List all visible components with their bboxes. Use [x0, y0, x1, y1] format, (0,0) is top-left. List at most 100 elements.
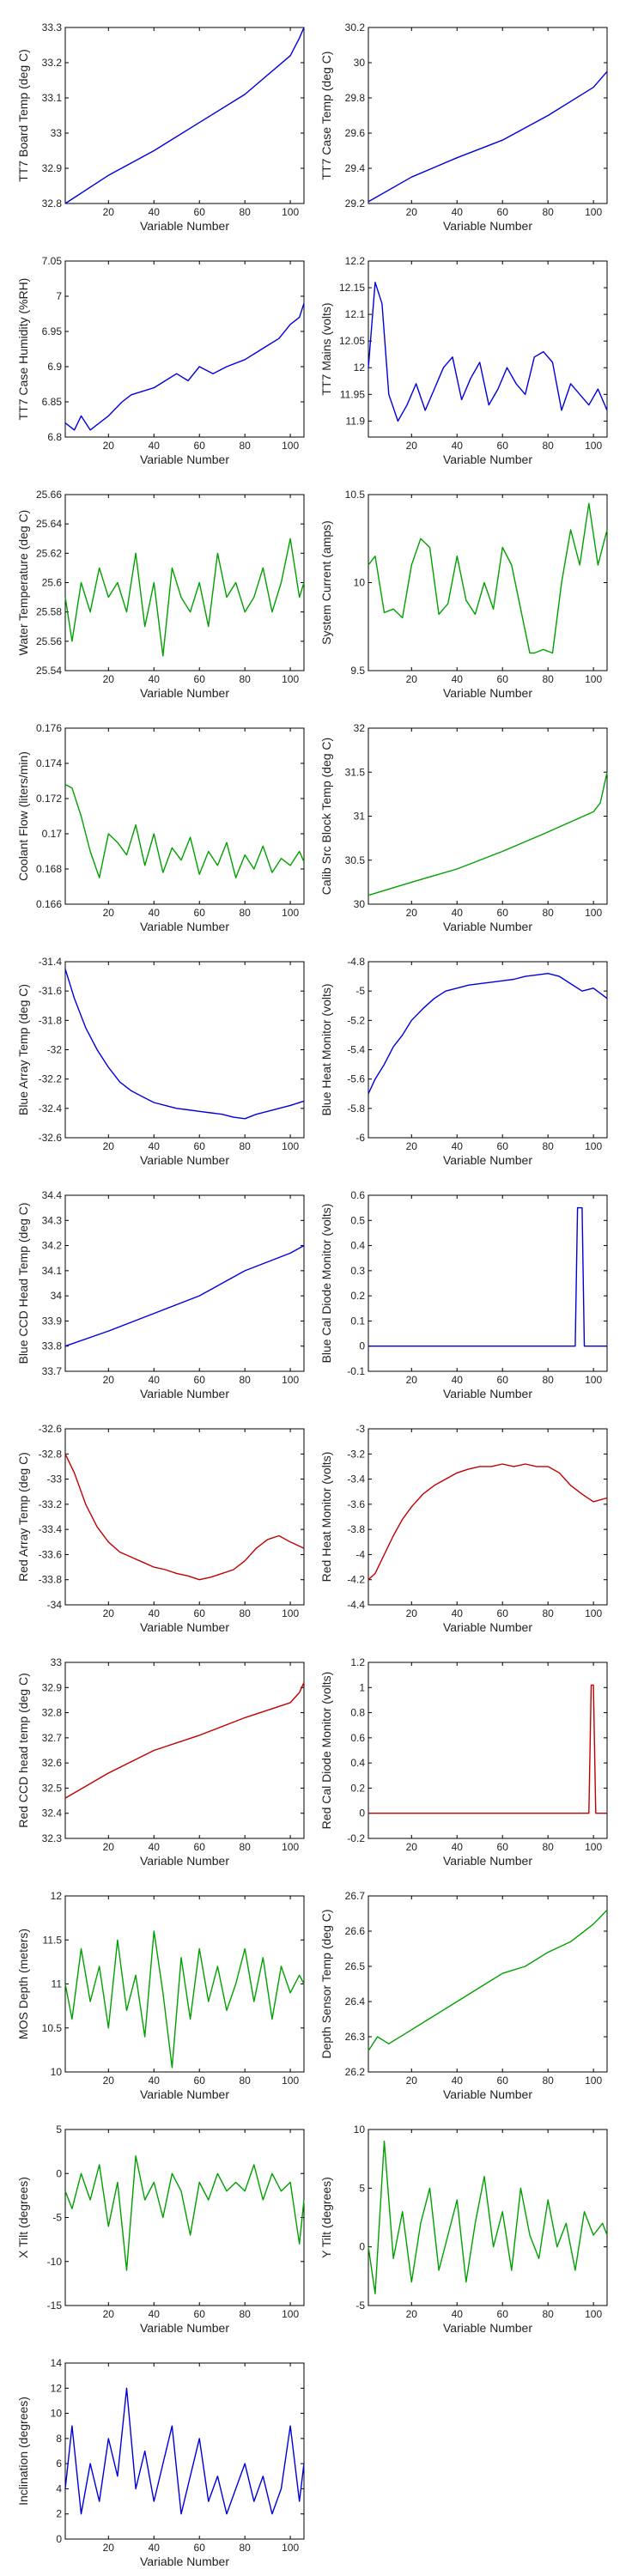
x-axis-label: Variable Number: [140, 453, 229, 466]
data-line: [64, 538, 305, 657]
data-line: [368, 2140, 608, 2295]
chart-4: 20 40 60 80 100 11.9 11.95 12 12.05 12.1 12.15 12.2…: [319, 255, 608, 466]
x-tick-label: 40: [452, 907, 464, 919]
y-tick-label: 12.15: [339, 282, 365, 294]
y-tick-label: -3.6: [347, 1498, 365, 1510]
data-line: [368, 1463, 608, 1581]
y-tick-label: 0: [359, 1807, 365, 1820]
y-tick-label: 33.7: [42, 1365, 63, 1377]
chart-17: 20 40 60 80 100 10 10.5 11 11.5 12 Variable Number…: [16, 1890, 305, 2101]
y-tick-label: -4.4: [347, 1599, 365, 1611]
y-axis-label: Red CCD head temp (deg C): [16, 1673, 30, 1828]
x-tick-label: 20: [103, 1841, 115, 1853]
x-tick-label: 100: [585, 2075, 602, 2087]
y-tick-label: -3.8: [347, 1523, 365, 1535]
x-tick-label: 100: [585, 206, 602, 218]
y-tick-label: 31.5: [345, 766, 366, 778]
y-tick-label: -32: [47, 1044, 63, 1056]
y-tick-label: 26.2: [345, 2066, 366, 2078]
chart-13: 20 40 60 80 100 -34 -33.8 -33.6 -33.4 -33.2 -33 -32…: [16, 1423, 305, 1634]
y-tick-label: 34.3: [42, 1214, 63, 1226]
x-axis-label: Variable Number: [443, 686, 532, 700]
y-tick-label: 10: [51, 2408, 63, 2420]
y-tick-label: 7.05: [42, 255, 63, 267]
y-tick-label: 12.1: [345, 308, 366, 320]
x-tick-label: 40: [452, 206, 464, 218]
y-axis-label: Red Heat Monitor (volts): [319, 1452, 333, 1583]
chart-20: 20 40 60 80 100 -5 0 5 10 Variable Number Y Tilt (…: [319, 2123, 608, 2335]
y-tick-label: 1: [359, 1681, 365, 1693]
y-tick-label: 7: [56, 290, 62, 302]
y-tick-label: -3.4: [347, 1473, 365, 1485]
y-tick-label: 26.7: [345, 1890, 366, 1902]
x-tick-label: 100: [585, 1374, 602, 1386]
y-tick-label: 1.2: [350, 1656, 365, 1668]
x-tick-label: 80: [239, 2308, 251, 2320]
data-line: [368, 1684, 607, 1814]
x-tick-label: 20: [103, 440, 115, 452]
y-tick-label: 0: [56, 2167, 62, 2179]
y-axis-label: Blue Cal Diode Monitor (volts): [319, 1204, 333, 1364]
x-tick-label: 80: [542, 1140, 554, 1152]
data-line: [64, 2155, 305, 2271]
y-tick-label: 32.4: [42, 1807, 63, 1820]
y-tick-label: 25.6: [42, 577, 63, 589]
x-axis-label: Variable Number: [140, 2321, 229, 2335]
y-axis-label: Y Tilt (degrees): [319, 2177, 333, 2258]
y-tick-label: 30.2: [345, 21, 366, 33]
y-tick-label: 14: [51, 2357, 63, 2369]
x-tick-label: 80: [239, 440, 251, 452]
x-axis-label: Variable Number: [443, 1620, 532, 1634]
y-tick-label: 12: [354, 361, 366, 374]
y-tick-label: -0.2: [347, 1832, 365, 1844]
data-line: [368, 70, 608, 203]
y-tick-label: 26.4: [345, 1996, 366, 2008]
x-tick-label: 20: [103, 1607, 115, 1619]
y-tick-label: 29.4: [345, 162, 366, 174]
y-tick-label: 32.9: [42, 1681, 63, 1693]
x-tick-label: 40: [149, 2308, 161, 2320]
y-tick-label: 0.3: [350, 1265, 365, 1277]
y-tick-label: 12.2: [345, 255, 366, 267]
plot-frame: [64, 1428, 305, 1606]
x-tick-label: 20: [406, 1374, 418, 1386]
y-tick-label: -31.4: [39, 956, 63, 968]
x-tick-label: 40: [149, 2075, 161, 2087]
chart-9: 20 40 60 80 100 -32.6 -32.4 -32.2 -32 -31.8 -31.6 -…: [16, 956, 305, 1167]
data-line: [64, 969, 305, 1120]
x-tick-label: 60: [497, 1374, 509, 1386]
y-tick-label: -5.2: [347, 1014, 365, 1026]
x-tick-label: 20: [103, 2075, 115, 2087]
x-tick-label: 60: [497, 907, 509, 919]
x-tick-label: 100: [282, 440, 299, 452]
y-tick-label: 30: [354, 57, 366, 69]
y-tick-label: 32.8: [42, 1707, 63, 1719]
x-tick-label: 20: [103, 1140, 115, 1152]
y-tick-label: 10.5: [345, 489, 366, 501]
y-tick-label: 0.168: [36, 863, 62, 875]
y-tick-label: 33.3: [42, 21, 63, 33]
y-tick-label: 26.6: [345, 1925, 366, 1937]
x-tick-label: 80: [542, 1607, 554, 1619]
y-axis-label: TT7 Mains (volts): [319, 302, 333, 395]
x-tick-label: 20: [103, 673, 115, 685]
y-axis-label: Blue Heat Monitor (volts): [319, 983, 333, 1115]
y-tick-label: 11.95: [340, 388, 365, 400]
y-tick-label: 33.1: [42, 92, 63, 104]
y-tick-label: -5.8: [347, 1103, 365, 1115]
y-tick-label: 0.4: [350, 1757, 365, 1769]
y-tick-label: -32.4: [39, 1103, 63, 1115]
x-tick-label: 40: [452, 1374, 464, 1386]
y-tick-label: 0.6: [350, 1732, 365, 1744]
x-tick-label: 40: [452, 673, 464, 685]
x-tick-label: 100: [282, 1374, 299, 1386]
x-tick-label: 100: [585, 1841, 602, 1853]
y-tick-label: 32.8: [42, 197, 63, 210]
x-tick-label: 100: [585, 1140, 602, 1152]
y-tick-label: -32.6: [39, 1423, 63, 1435]
x-tick-label: 40: [452, 2308, 464, 2320]
y-tick-label: 32.3: [42, 1832, 63, 1844]
plot-frame: [368, 2129, 608, 2306]
x-tick-label: 100: [282, 1607, 299, 1619]
y-tick-label: 6.8: [47, 431, 62, 443]
